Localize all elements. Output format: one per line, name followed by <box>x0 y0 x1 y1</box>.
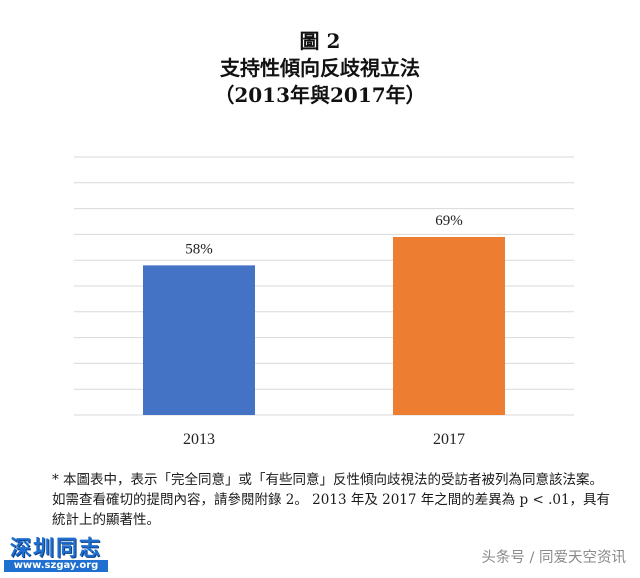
bar-chart: 58% 69% 2013 2017 <box>74 156 574 448</box>
bar-2013 <box>143 265 255 415</box>
chart-title: 圖 2 支持性傾向反歧視立法 （2013年與2017年） <box>0 28 640 109</box>
value-label-2013: 58% <box>185 241 213 257</box>
watermark: 头条号 / 同爱天空资讯 <box>481 550 626 566</box>
footnote: * 本圖表中，表示「完全同意」或「有些同意」反性傾向歧視法的受訪者被列為同意該法… <box>52 472 611 528</box>
x-tick-2013: 2013 <box>183 431 215 448</box>
value-labels: 58% 69% <box>185 213 463 257</box>
site-logo: 深圳同志 www.szgay.org <box>4 536 108 572</box>
x-tick-2017: 2017 <box>433 431 465 448</box>
figure-number: 圖 2 <box>299 29 341 53</box>
bar-2017 <box>393 236 505 415</box>
title-main: 支持性傾向反歧視立法 <box>220 56 420 80</box>
x-tick-labels: 2013 2017 <box>183 431 465 448</box>
value-label-2017: 69% <box>435 213 463 229</box>
logo-url: www.szgay.org <box>4 560 108 572</box>
title-years: （2013年與2017年） <box>214 83 426 107</box>
bars <box>143 236 505 415</box>
logo-name: 深圳同志 <box>10 536 102 560</box>
